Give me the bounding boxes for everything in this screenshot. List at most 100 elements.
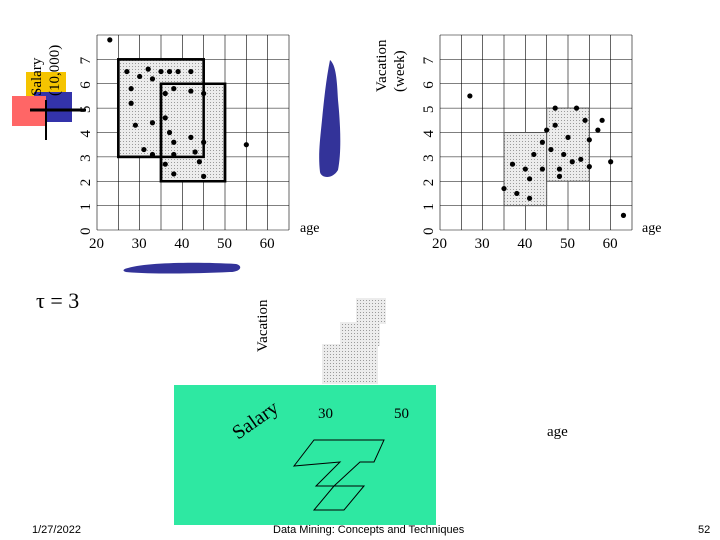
age-axis-label: age (547, 424, 568, 440)
left-data-point (201, 173, 207, 179)
salary-points (107, 37, 249, 179)
plane-region-tail (312, 485, 366, 511)
left-y-tick-label: 3 (78, 154, 94, 162)
left-data-point (188, 134, 194, 140)
vacation-axis-label: Vacation (255, 299, 271, 352)
left-y-tick-label: 5 (78, 106, 94, 114)
left-x-tick-label: 30 (132, 236, 147, 252)
right-data-point (599, 117, 605, 123)
right-x-tick-label: 20 (432, 236, 447, 252)
right-y-tick-label: 1 (421, 203, 437, 211)
left-data-point (166, 129, 173, 136)
dense-region-3d (322, 298, 386, 384)
salary-age-plane (174, 385, 436, 525)
dense-step-1 (322, 344, 378, 384)
right-data-point (527, 195, 533, 201)
right-data-point (509, 161, 516, 167)
left-data-point (162, 161, 168, 167)
right-data-point (514, 190, 520, 197)
right-data-point (539, 166, 546, 172)
left-data-point (128, 86, 134, 92)
right-data-point (620, 212, 627, 218)
right-data-point (565, 134, 571, 140)
right-data-point (548, 146, 554, 153)
left-data-point (192, 149, 198, 155)
vacation-y-title-line2: (week) (392, 50, 408, 92)
right-y-tick-label: 6 (421, 81, 437, 89)
vacation-y-title: Vacation (week) (374, 39, 408, 92)
left-data-point (149, 76, 156, 82)
right-data-point (527, 176, 533, 182)
salary-y-ticks: 0 1 2 3 4 5 6 7 (78, 56, 94, 235)
left-data-point (162, 90, 168, 97)
salary-x-ticks: 20 30 40 50 60 (89, 236, 275, 252)
vacation-y-title-line1: Vacation (374, 39, 390, 92)
right-y-tick-label: 4 (421, 130, 437, 138)
left-data-point (201, 90, 207, 97)
right-x-tick-label: 60 (603, 236, 618, 252)
tau-label: τ = 3 (36, 288, 79, 313)
vacation-x-ticks: 20 30 40 50 60 (432, 236, 618, 252)
plane-tick-50: 50 (394, 406, 409, 422)
right-data-point (544, 127, 550, 133)
left-data-point (162, 115, 168, 121)
right-dense-unit-1 (546, 107, 590, 182)
right-data-point (586, 164, 592, 170)
left-data-point (196, 159, 202, 165)
left-data-point (149, 120, 156, 126)
salary-projection-blob (319, 60, 341, 177)
right-data-point (561, 151, 567, 158)
left-y-tick-label: 0 (78, 228, 94, 236)
left-data-point (188, 88, 194, 94)
dense-step-3 (356, 298, 386, 324)
right-y-tick-label: 7 (421, 56, 437, 64)
left-y-tick-label: 4 (78, 130, 94, 138)
salary-y-title-line2: (10,000) (47, 45, 63, 96)
left-x-tick-label: 40 (174, 236, 189, 252)
left-data-point (171, 139, 177, 145)
left-x-tick-label: 60 (260, 236, 275, 252)
left-data-point (243, 142, 249, 148)
salary-y-title-line1: Salary (29, 57, 45, 96)
left-y-tick-label: 1 (78, 203, 94, 211)
right-data-point (586, 137, 592, 143)
vacation-points (467, 93, 627, 218)
left-y-tick-label: 7 (78, 56, 94, 64)
left-data-point (141, 146, 147, 153)
right-data-point (556, 166, 563, 172)
right-data-point (531, 151, 537, 158)
left-x-tick-label: 20 (89, 236, 104, 252)
left-dense-unit-outline-1 (159, 82, 227, 183)
vacation-plot-x-label: age (642, 221, 661, 236)
right-y-tick-label: 5 (421, 106, 437, 114)
salary-dense-units (117, 58, 227, 183)
right-data-point (578, 156, 584, 162)
right-data-point (539, 139, 546, 145)
left-data-point (158, 68, 164, 75)
vacation-age-plot: 0 1 2 3 4 5 6 7 20 30 40 50 60 age Vacation (week) (374, 34, 661, 252)
plane-tick-30: 30 (318, 406, 333, 422)
slide-logo (12, 72, 86, 140)
left-data-point (175, 68, 181, 75)
right-data-point (522, 166, 528, 172)
salary-plot-x-label: age (300, 221, 319, 236)
right-x-tick-label: 40 (517, 236, 532, 252)
age-projection-blob (123, 262, 241, 274)
left-y-tick-label: 2 (78, 179, 94, 187)
right-data-point (501, 185, 507, 192)
right-data-point (595, 127, 601, 133)
left-data-point (201, 139, 207, 145)
right-x-tick-label: 30 (475, 236, 490, 252)
plane-region (292, 439, 385, 511)
left-data-point (171, 151, 177, 158)
right-data-point (573, 105, 580, 111)
salary-age-plot: 0 1 2 3 4 5 6 7 20 30 40 50 60 age Salary (10,000) (29, 34, 319, 252)
right-data-point (582, 117, 588, 123)
right-data-point (467, 93, 473, 99)
left-data-point (128, 100, 134, 106)
left-data-point (149, 151, 156, 158)
left-data-point (188, 68, 194, 75)
left-data-point (171, 171, 177, 177)
